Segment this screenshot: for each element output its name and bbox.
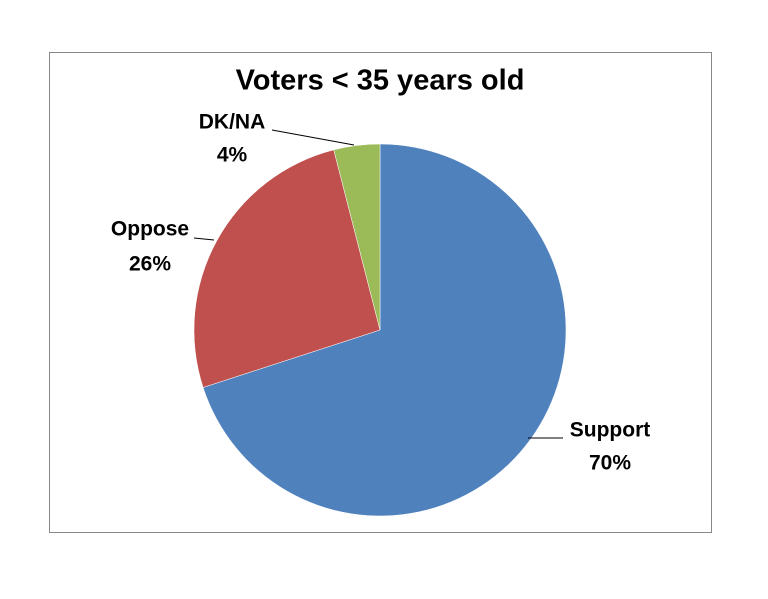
- data-label-name: Support: [570, 419, 650, 442]
- data-label-value: 4%: [217, 144, 248, 167]
- chart-title: Voters < 35 years old: [236, 65, 525, 97]
- leader-line: [271, 129, 355, 146]
- data-label-value: 70%: [589, 452, 631, 475]
- data-label-name: DK/NA: [199, 111, 266, 134]
- leader-line: [193, 237, 215, 241]
- pie-slice: [193, 149, 381, 388]
- pie-slice: [202, 143, 567, 517]
- data-label-value: 26%: [129, 253, 171, 276]
- pie-slice: [333, 143, 381, 331]
- data-label-name: Oppose: [111, 218, 189, 241]
